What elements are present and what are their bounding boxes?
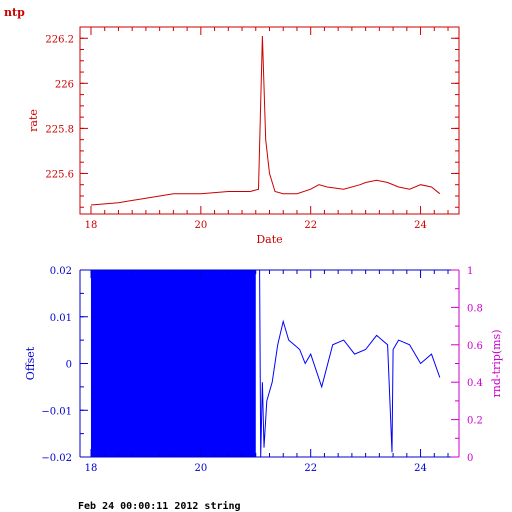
y2-tick-label: 0	[467, 453, 473, 464]
y-tick-label: 0.01	[50, 313, 72, 324]
x-tick-label: 20	[194, 220, 207, 231]
y2-tick-label: 0.2	[467, 416, 483, 427]
x-tick-label: 18	[85, 463, 98, 474]
x-tick-label: 20	[194, 463, 207, 474]
page-title: ntp	[4, 6, 25, 19]
x-tick-label: 24	[414, 463, 427, 474]
y-tick-label: 0.02	[50, 266, 72, 277]
x-tick-label: 24	[414, 220, 427, 231]
offset-dense-region	[90, 270, 256, 457]
y2-tick-label: 1	[467, 266, 473, 277]
rate-frame	[79, 26, 460, 215]
y-tick-label: 226.2	[45, 34, 74, 45]
y-tick-label: 225.8	[45, 124, 74, 135]
x-tick-label: 22	[304, 463, 317, 474]
y2-tick-label: 0.8	[467, 303, 483, 314]
footer-timestamp: Feb 24 00:00:11 2012 string	[78, 501, 241, 512]
y2-tick-label: 0.6	[467, 341, 483, 352]
x-tick-label: 18	[85, 220, 98, 231]
rate-series-line	[90, 35, 441, 206]
y2-tick-label: 0.4	[467, 378, 483, 389]
x-tick-label: 22	[304, 220, 317, 231]
y-tick-label: −0.02	[41, 453, 72, 464]
offset-chart: 18 20 22 24 −0.02 −0.01 0 0.01 0.02 0 0.2 0.4 0.6 0.8…	[24, 266, 503, 474]
y-tick-label: 225.6	[45, 169, 74, 180]
y-tick-label: 0	[66, 360, 72, 371]
y2-axis-label: rnd-trip(ms)	[490, 330, 503, 398]
y-axis-label: rate	[27, 109, 40, 132]
y-tick-label: 226	[55, 79, 74, 90]
y-axis-label: Offset	[24, 346, 37, 380]
y-tick-label: −0.01	[41, 406, 72, 417]
offset-series-line	[259, 269, 441, 458]
x-axis-label: Date	[256, 233, 282, 246]
rate-chart: 18 20 22 24 225.6 225.8 226 226.2 Date rate	[27, 26, 460, 246]
